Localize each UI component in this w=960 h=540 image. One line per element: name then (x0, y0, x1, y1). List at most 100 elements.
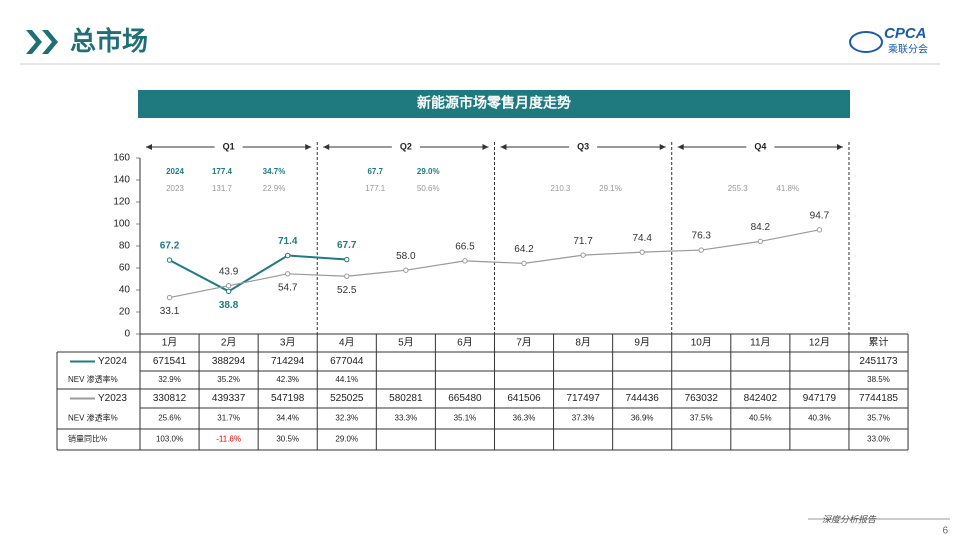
value-label: 76.3 (692, 231, 712, 242)
quarter-stat: 210.3 (550, 184, 571, 193)
table-cell: 439337 (212, 393, 246, 404)
table-cell: 32.3% (335, 414, 358, 423)
table-cell: 38.5% (867, 375, 890, 384)
table-cell: 33.3% (395, 414, 418, 423)
quarter-stat: 22.9% (263, 184, 286, 193)
table-cell: 40.5% (749, 414, 772, 423)
table-cell: 580281 (389, 393, 423, 404)
point (225, 283, 232, 289)
table-cell: 30.5% (276, 435, 299, 444)
quarter-stat: 41.8% (776, 184, 799, 193)
table-cell: 35.7% (867, 414, 890, 423)
quarter-stat: 29.0% (417, 167, 440, 176)
quarter-stat: 131.7 (212, 184, 233, 193)
x-tick-label: 5月 (398, 337, 414, 349)
point (580, 252, 586, 258)
page-title: 总市场 (70, 26, 148, 56)
point (344, 256, 350, 263)
x-tick-label: 9月 (634, 337, 650, 349)
table-cell: 2451173 (859, 356, 898, 367)
table-cell: 40.3% (808, 414, 831, 423)
x-tick-label: 7月 (516, 337, 532, 349)
series-line (169, 229, 820, 299)
table-cell: 665480 (448, 393, 482, 404)
table-cell: 547198 (271, 393, 305, 404)
table-cell: 717497 (566, 393, 600, 404)
chevron-icon (26, 30, 58, 54)
quarter-stat: 29.1% (599, 184, 622, 193)
value-label: 67.2 (160, 241, 180, 252)
value-label: 38.8 (219, 300, 239, 311)
point (521, 260, 527, 267)
y-tick-label: 100 (113, 219, 130, 230)
quarter-label: Q1 (223, 141, 235, 151)
x-tick-label: 2月 (221, 337, 237, 349)
quarter-stat: 177.4 (212, 167, 233, 176)
quarter-stat: 34.7% (263, 167, 286, 176)
x-tick-label: 6月 (457, 337, 473, 349)
quarter-label-bg (569, 141, 598, 153)
chart-title: 新能源市场零售月度走势 (417, 95, 571, 111)
logo-subtitle: 乘联分会 (888, 43, 928, 56)
table-cell: 25.6% (158, 414, 181, 423)
value-label: 66.5 (455, 241, 475, 252)
point (462, 258, 468, 264)
logo-text: CPCA (884, 25, 927, 42)
table-cell: 842402 (744, 393, 778, 404)
y-tick-label: 120 (113, 197, 130, 208)
banner (138, 90, 850, 118)
point (639, 249, 645, 255)
point (403, 267, 409, 273)
x-tick-label: 12月 (809, 337, 830, 349)
legend-label: Y2024 (98, 356, 127, 367)
logo-icon (849, 31, 883, 53)
table-cell: 44.1% (335, 375, 358, 384)
value-label: 58.0 (396, 251, 416, 262)
point (166, 294, 173, 301)
y-tick-label: 160 (113, 153, 130, 164)
value-label: 54.7 (278, 282, 298, 293)
legend-label: Y2023 (98, 393, 127, 404)
quarter-stat: 255.3 (728, 184, 749, 193)
x-tick-label: 1月 (162, 337, 178, 349)
table-cell: 35.1% (454, 414, 477, 423)
quarter-label-bg (214, 141, 243, 153)
table-cell: 36.3% (513, 414, 536, 423)
row-label: NEV 渗透率% (68, 413, 118, 423)
x-tick-label: 4月 (339, 337, 355, 349)
value-label: 43.9 (219, 266, 239, 277)
y-tick-label: 80 (119, 241, 131, 252)
footer-note: 深度分析报告 (822, 514, 877, 524)
table-cell: 32.9% (158, 375, 181, 384)
x-tick-label: 累计 (869, 336, 889, 349)
table-cell: 37.3% (572, 414, 595, 423)
y-tick-label: 140 (113, 175, 130, 186)
point (225, 288, 232, 295)
y-tick-label: 20 (119, 307, 131, 318)
point (285, 271, 291, 277)
table-cell: -11.6% (216, 435, 241, 444)
quarter-stat: 50.6% (417, 184, 440, 193)
y-tick-label: 0 (124, 329, 130, 340)
point (698, 247, 704, 253)
point (816, 227, 823, 233)
value-label: 71.4 (278, 236, 298, 247)
row-label: 销量同比% (68, 434, 107, 444)
quarter-label: Q4 (754, 141, 766, 151)
table-cell: 42.3% (276, 375, 299, 384)
quarter-label: Q2 (400, 141, 412, 151)
quarter-stat: 177.1 (365, 184, 386, 193)
x-tick-label: 10月 (691, 337, 712, 349)
table-cell: 33.0% (867, 435, 890, 444)
point (285, 252, 291, 259)
point (757, 238, 764, 245)
quarter-label-bg (391, 141, 420, 153)
table-cell: 29.0% (335, 435, 358, 444)
table-cell: 34.4% (276, 414, 299, 423)
quarter-stat: 2023 (166, 184, 184, 193)
quarter-label-bg (746, 141, 775, 153)
series-line (169, 254, 347, 293)
point (166, 257, 173, 263)
